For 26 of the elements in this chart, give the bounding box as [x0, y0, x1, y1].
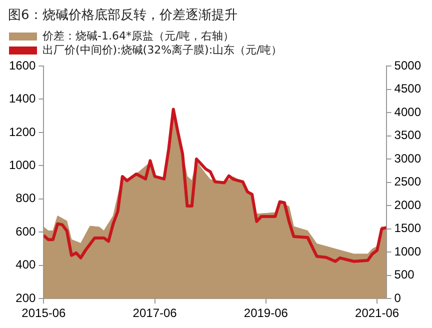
y2-tick-label: 1500 [394, 221, 422, 236]
y2-tick-label: 1000 [394, 244, 422, 258]
y2-tick-label: 0 [394, 290, 402, 305]
y-tick-label: 1000 [8, 158, 36, 172]
y2-tick-label: 2500 [394, 174, 422, 189]
y-tick-label: 1400 [8, 92, 36, 106]
y2-tick-label: 3000 [394, 151, 422, 166]
chart-title: 图6：烧碱价格底部反转，价差逐渐提升 [7, 7, 238, 25]
y-tick-label: 1200 [8, 124, 36, 139]
x-tick-label: 2015-06 [22, 306, 66, 320]
y2-tick-label: 4000 [394, 104, 422, 119]
y2-tick-label: 4500 [394, 82, 422, 96]
y2-tick-label: 3500 [394, 128, 422, 142]
y2-tick-label: 5000 [394, 58, 422, 72]
x-tick-label: 2019-06 [244, 306, 288, 320]
legend-label: 价差：烧碱-1.64*原盐（元/吨，右轴） [42, 29, 234, 42]
y-tick-label: 800 [16, 191, 36, 206]
x-tick-label: 2017-06 [132, 306, 178, 320]
y-tick-label: 600 [16, 224, 36, 238]
y-tick-label: 200 [16, 290, 36, 305]
y-tick-label: 1600 [8, 58, 36, 72]
y2-tick-label: 2000 [394, 198, 422, 212]
y-tick-label: 400 [16, 258, 36, 272]
y2-tick-label: 500 [394, 268, 415, 282]
x-tick-label: 2021-06 [355, 306, 400, 320]
legend-label: 出厂价(中间价):烧碱(32%离子膜):山东（元/吨） [42, 43, 282, 56]
